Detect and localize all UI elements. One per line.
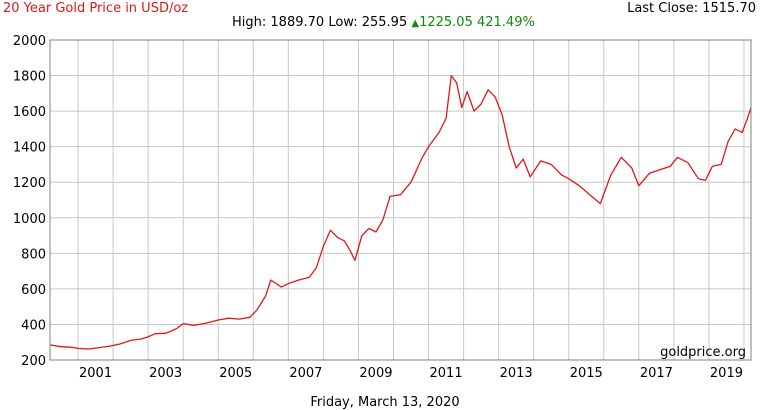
change-value: 1225.05 [419, 15, 473, 30]
low-label: Low: [328, 15, 358, 30]
grid [50, 39, 751, 361]
x-tick-label: 2003 [149, 366, 182, 381]
x-axis-ticks: 2001 2003 2005 2007 2009 2011 2013 2015 2017 2019 [79, 366, 743, 381]
x-tick-label: 2005 [219, 366, 252, 381]
change-percent: 421.49% [476, 15, 535, 30]
watermark: goldprice.org [660, 345, 746, 360]
up-triangle-icon: ▲ [411, 18, 420, 29]
last-close: Last Close: 1515.70 [627, 1, 756, 16]
x-tick-label: 2007 [289, 366, 322, 381]
footer-date: Friday, March 13, 2020 [310, 395, 460, 410]
price-line-layer [49, 74, 752, 350]
y-tick-label: 800 [21, 247, 46, 262]
price-line [49, 74, 752, 350]
high-value: 1889.70 [270, 15, 325, 30]
x-tick-label: 2013 [500, 366, 533, 381]
y-tick-label: 1800 [13, 70, 46, 85]
chart-title: 20 Year Gold Price in USD/oz [3, 1, 189, 16]
x-tick-label: 2001 [79, 366, 112, 381]
y-tick-label: 600 [21, 283, 46, 298]
price-stats: High: 1889.70 Low: 255.95 ▲1225.05 421.4… [232, 15, 535, 30]
y-tick-label: 1200 [13, 176, 46, 191]
last-close-label: Last Close: [627, 1, 699, 16]
y-tick-label: 400 [21, 318, 46, 333]
y-tick-label: 1400 [13, 141, 46, 156]
x-tick-label: 2009 [359, 366, 392, 381]
y-tick-label: 200 [21, 354, 46, 369]
y-axis-ticks: 200 400 600 800 1000 1200 1400 1600 1800 2000 [13, 34, 46, 369]
low-value: 255.95 [361, 15, 408, 30]
x-tick-label: 2017 [640, 366, 673, 381]
gold-price-chart: 200 400 600 800 1000 1200 1400 1600 1800 2000 200… [13, 34, 752, 381]
y-tick-label: 1600 [13, 105, 46, 120]
x-tick-label: 2011 [430, 366, 463, 381]
plot-frame [49, 39, 752, 361]
x-tick-label: 2019 [710, 366, 743, 381]
y-tick-label: 1000 [13, 212, 46, 227]
y-tick-label: 2000 [13, 34, 46, 49]
last-close-value: 1515.70 [702, 1, 756, 16]
x-tick-label: 2015 [570, 366, 603, 381]
high-label: High: [232, 15, 267, 30]
